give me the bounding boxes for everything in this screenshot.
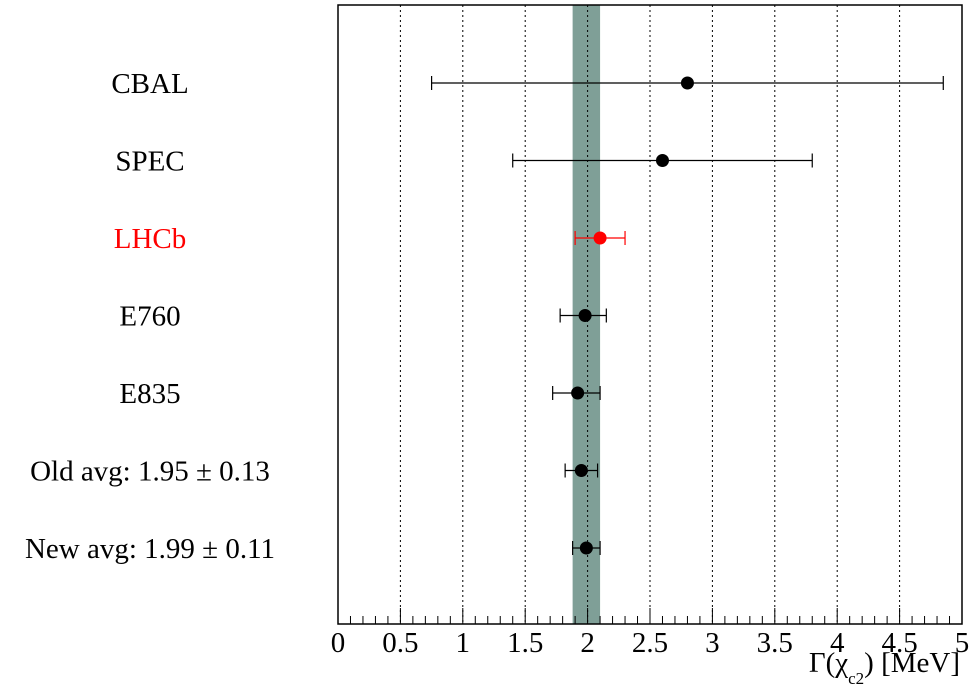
x-axis-label-unit: ) [MeV] bbox=[864, 647, 960, 679]
data-point bbox=[579, 541, 593, 555]
row-label: SPEC bbox=[115, 146, 184, 178]
data-point bbox=[655, 154, 669, 167]
x-tick-label: 3 bbox=[705, 627, 720, 659]
row-label: E835 bbox=[119, 378, 180, 410]
data-point bbox=[593, 231, 607, 245]
row-label: CBAL bbox=[111, 68, 188, 100]
x-tick-label: 2.5 bbox=[632, 627, 668, 659]
x-tick-label: 4.5 bbox=[881, 627, 917, 659]
row-label: LHCb bbox=[114, 223, 187, 255]
x-tick-label: 1 bbox=[456, 627, 471, 659]
x-axis-label-main: Γ(χ bbox=[809, 647, 848, 679]
x-axis-label-sub: c2 bbox=[848, 669, 864, 688]
x-tick-label: 0.5 bbox=[382, 627, 418, 659]
data-point bbox=[574, 464, 588, 477]
x-axis-label: Γ(χc2) [MeV] bbox=[809, 647, 960, 688]
x-tick-label: 4 bbox=[830, 627, 845, 659]
data-point bbox=[680, 76, 694, 90]
data-point bbox=[571, 386, 585, 400]
row-label: E760 bbox=[119, 301, 180, 333]
x-tick-label: 2 bbox=[580, 627, 595, 659]
row-label: New avg: 1.99 ± 0.11 bbox=[25, 533, 275, 565]
row-label: Old avg: 1.95 ± 0.13 bbox=[30, 456, 270, 488]
x-tick-label: 0 bbox=[331, 627, 346, 659]
data-point bbox=[578, 309, 592, 322]
x-tick-label: 1.5 bbox=[507, 627, 543, 659]
x-tick-label: 3.5 bbox=[757, 627, 793, 659]
x-tick-label: 5 bbox=[955, 627, 970, 659]
